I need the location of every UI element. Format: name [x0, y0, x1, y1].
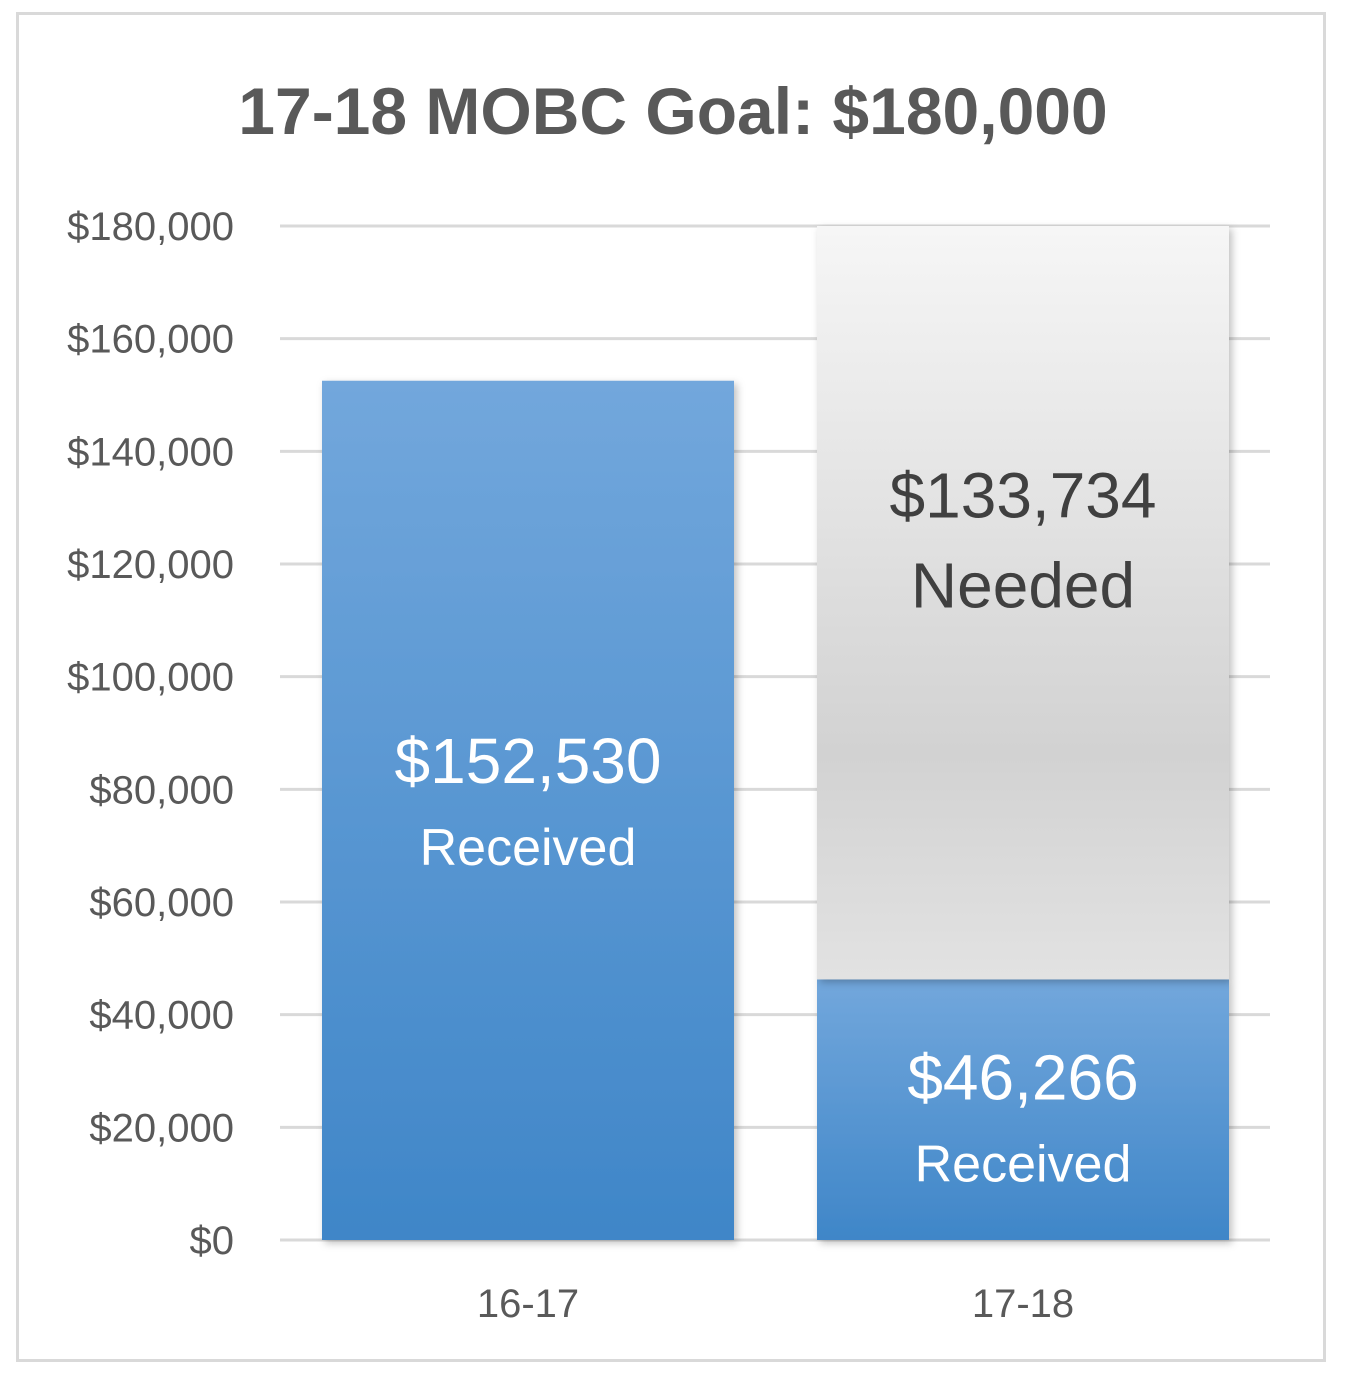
- y-tick-label: $0: [190, 1219, 235, 1263]
- data-label-caption: Needed: [911, 549, 1135, 621]
- y-tick-label: $160,000: [67, 318, 234, 362]
- data-labels: $152,530 Received $46,266 Received $133,734 N…: [395, 459, 1157, 1193]
- x-tick-label: 16-17: [477, 1282, 579, 1326]
- bar-received-16-17: [322, 380, 734, 1240]
- y-tick-label: $80,000: [89, 768, 234, 812]
- bars: [322, 226, 1229, 1240]
- y-tick-label: $60,000: [89, 881, 234, 925]
- y-axis-ticks: $0 $20,000 $40,000 $60,000 $80,000 $100,000 $1…: [67, 205, 234, 1263]
- data-label-amount: $46,266: [907, 1042, 1138, 1114]
- y-tick-label: $140,000: [67, 430, 234, 474]
- y-tick-label: $180,000: [67, 205, 234, 249]
- bar-needed-17-18: [817, 226, 1229, 980]
- y-tick-label: $100,000: [67, 656, 234, 700]
- y-tick-label: $20,000: [89, 1106, 234, 1150]
- y-tick-label: $40,000: [89, 994, 234, 1038]
- data-label-caption: Received: [420, 819, 637, 877]
- data-label-amount: $133,734: [890, 459, 1157, 531]
- data-label-caption: Received: [915, 1136, 1132, 1194]
- chart-title: 17-18 MOBC Goal: $180,000: [238, 74, 1107, 148]
- data-label-amount: $152,530: [395, 725, 662, 797]
- x-axis-ticks: 16-17 17-18: [477, 1282, 1074, 1326]
- x-tick-label: 17-18: [972, 1282, 1074, 1326]
- y-tick-label: $120,000: [67, 543, 234, 587]
- bar-received-17-18: [817, 979, 1229, 1240]
